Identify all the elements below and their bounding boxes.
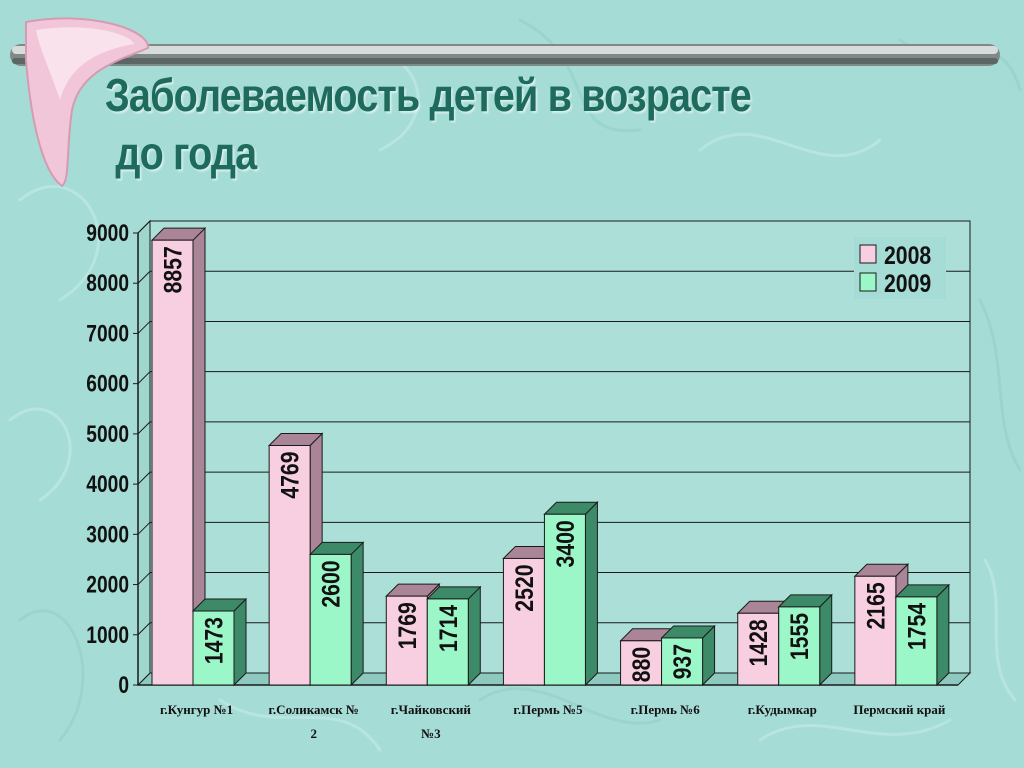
y-tick-label: 9000 [86, 219, 129, 247]
data-label: 1555 [786, 613, 814, 660]
legend-swatch [859, 244, 877, 264]
gridline-diagonal [137, 270, 151, 284]
bar [661, 637, 704, 686]
data-label: 1428 [745, 619, 773, 666]
gridline-diagonal [137, 471, 151, 485]
bar [737, 612, 780, 686]
bar [502, 557, 545, 686]
x-category-label: г.Кудымкар [748, 702, 817, 717]
data-label: 2165 [862, 582, 890, 629]
bar [151, 239, 194, 686]
data-label: 1769 [393, 602, 421, 649]
x-category-label: г.Чайковский [391, 702, 472, 717]
y-tick-label: 7000 [86, 319, 129, 347]
gridline-diagonal [137, 521, 151, 535]
x-category-label: 2 [310, 726, 317, 741]
data-label: 1754 [903, 603, 931, 650]
y-tick-label: 2000 [86, 570, 129, 598]
chart-side-wall [137, 219, 151, 687]
bar [192, 610, 235, 686]
gridline-diagonal [137, 421, 151, 435]
bar-side-face [467, 585, 481, 687]
y-tick-label: 6000 [86, 370, 129, 398]
y-tick-label: 5000 [86, 420, 129, 448]
gridline-diagonal [137, 371, 151, 385]
bar-side-face [233, 597, 247, 687]
bar [543, 513, 586, 686]
x-category-label: г.Пермь №5 [513, 702, 583, 717]
y-tick-label: 0 [118, 671, 129, 699]
bar [854, 575, 897, 686]
bar-side-face [584, 501, 598, 687]
chart-x-axis-labels: г.Кунгур №1 г.Соликамск № 2 г.Чайковский №3 г… [160, 702, 946, 741]
bar [426, 598, 469, 686]
data-label: 3400 [551, 520, 579, 567]
title-line-1: Заболеваемость детей в возрасте [105, 69, 752, 121]
gridline-diagonal [137, 622, 151, 636]
data-label: 1473 [200, 617, 228, 664]
legend-swatch [859, 272, 877, 292]
bar [778, 606, 821, 686]
bar [268, 444, 311, 686]
data-label: 880 [627, 647, 655, 682]
data-label: 4769 [276, 451, 304, 498]
chart-bars: 8857 1473 4769 2600 1769 1714 2520 3400 880 937 14… [150, 226, 951, 687]
y-tick-label: 4000 [86, 470, 129, 498]
data-label: 8857 [159, 246, 187, 293]
x-category-label: Пермский край [853, 702, 945, 717]
legend-label: 2009 [884, 269, 931, 297]
gridline-diagonal [137, 572, 151, 585]
x-category-label: г.Пермь №6 [631, 702, 701, 717]
data-label: 2600 [317, 560, 345, 607]
title-line-2: до года [115, 127, 257, 179]
bar [895, 596, 938, 686]
bar-side-face [819, 593, 833, 687]
data-label: 2520 [510, 564, 538, 611]
x-category-label: г.Кунгур №1 [160, 702, 233, 717]
y-tick-label: 8000 [86, 269, 129, 297]
bar [385, 595, 428, 686]
x-category-label: №3 [421, 726, 441, 741]
x-category-label: г.Соликамск № [269, 702, 359, 717]
gridline-diagonal [137, 220, 151, 234]
bar-side-face [936, 583, 950, 687]
gridline-diagonal [137, 321, 151, 334]
y-tick-label: 3000 [86, 520, 129, 548]
data-label: 937 [668, 644, 696, 679]
bar [309, 553, 352, 686]
page-title: Заболеваемость детей в возрасте до года [105, 66, 752, 182]
bar-side-face [350, 541, 364, 687]
legend-label: 2008 [884, 241, 931, 269]
data-label: 1714 [434, 605, 462, 652]
y-tick-label: 1000 [86, 621, 129, 649]
